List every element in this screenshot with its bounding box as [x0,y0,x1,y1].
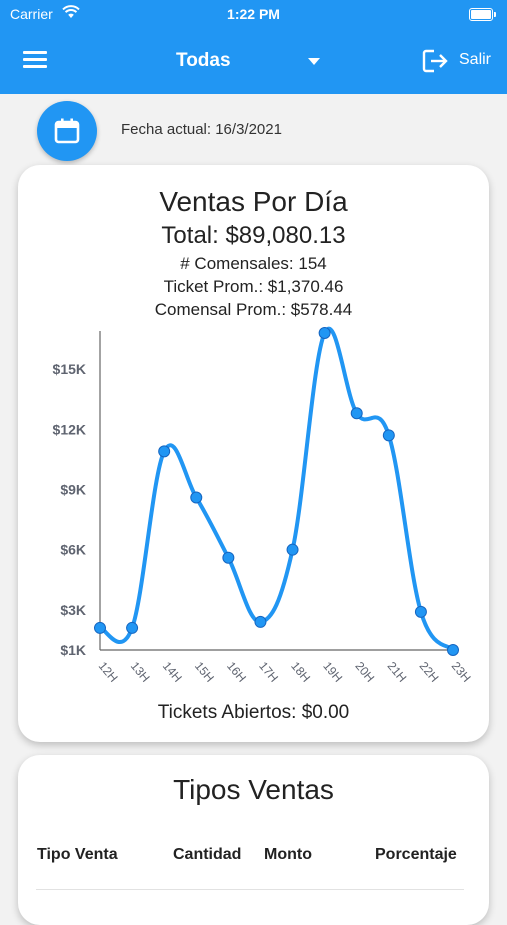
data-point [286,543,299,556]
diner-average: Comensal Prom.: $578.44 [154,300,353,319]
x-tick-label: 22H [417,659,442,685]
branch-dropdown[interactable]: Todas [150,46,340,76]
column-header-monto: Monto [264,846,312,863]
sales-line-chart: $1K $3K $6K $9K $12K $15K 12H 13H 14H 15H 16H 17H 18… [53,327,474,685]
y-tick-label: $6K [60,542,86,558]
sales-by-day-card: Ventas Por Día Total: $89,080.13 # Comen… [18,165,489,742]
sales-types-title: Tipos Ventas [173,774,334,805]
data-point [126,621,139,634]
table-divider [36,889,464,890]
calendar-button[interactable] [37,101,97,161]
logout-icon [422,49,448,73]
open-tickets: Tickets Abiertos: $0.00 [157,702,350,723]
caret-down-icon [308,58,320,65]
x-tick-label: 17H [256,659,281,685]
current-date-label: Fecha actual: 16/3/2021 [121,121,282,138]
sales-title: Ventas Por Día [159,186,348,217]
data-point [382,429,395,442]
data-point [158,445,171,458]
x-tick-label: 19H [320,659,345,685]
sales-types-card: Tipos Ventas Tipo Venta Cantidad Monto P… [18,755,489,925]
column-header-tipo: Tipo Venta [37,846,118,863]
status-bar: Carrier 1:22 PM [0,0,507,30]
menu-icon[interactable] [23,50,47,70]
x-tick-label: 18H [288,659,313,685]
y-tick-label: $1K [60,642,86,658]
x-tick-label: 14H [160,659,185,685]
data-point [414,605,427,618]
logout-label: Salir [459,51,492,68]
x-tick-label: 15H [192,659,217,685]
x-tick-label: 23H [449,659,474,685]
x-tick-label: 21H [385,659,410,685]
data-point [350,407,363,420]
data-point [190,491,203,504]
y-tick-label: $9K [60,481,86,497]
column-header-porcentaje: Porcentaje [375,846,457,863]
x-tick-label: 16H [224,659,249,685]
x-tick-label: 13H [128,659,153,685]
app-bar: Carrier 1:22 PM Todas Salir [0,0,507,94]
ticket-average: Ticket Prom.: $1,370.46 [163,277,344,296]
carrier-label: Carrier [10,6,53,22]
x-tick-label: 12H [96,659,121,685]
sales-total: Total: $89,080.13 [161,222,346,249]
column-header-cantidad: Cantidad [173,846,242,863]
y-tick-label: $12K [53,421,86,437]
diners-count: # Comensales: 154 [180,254,327,273]
data-point [222,551,235,564]
data-point [447,644,459,656]
branch-dropdown-value: Todas [176,50,231,71]
y-tick-label: $15K [53,361,86,377]
logout-button[interactable]: Salir [420,46,502,76]
status-time: 1:22 PM [227,6,280,22]
x-tick-label: 20H [352,659,377,685]
wifi-icon [62,5,80,18]
y-tick-label: $3K [60,602,86,618]
data-point [254,615,267,628]
sales-series-line [98,327,455,652]
calendar-icon [54,118,80,144]
data-point [94,621,106,634]
battery-icon [469,8,496,21]
data-point [318,327,331,339]
